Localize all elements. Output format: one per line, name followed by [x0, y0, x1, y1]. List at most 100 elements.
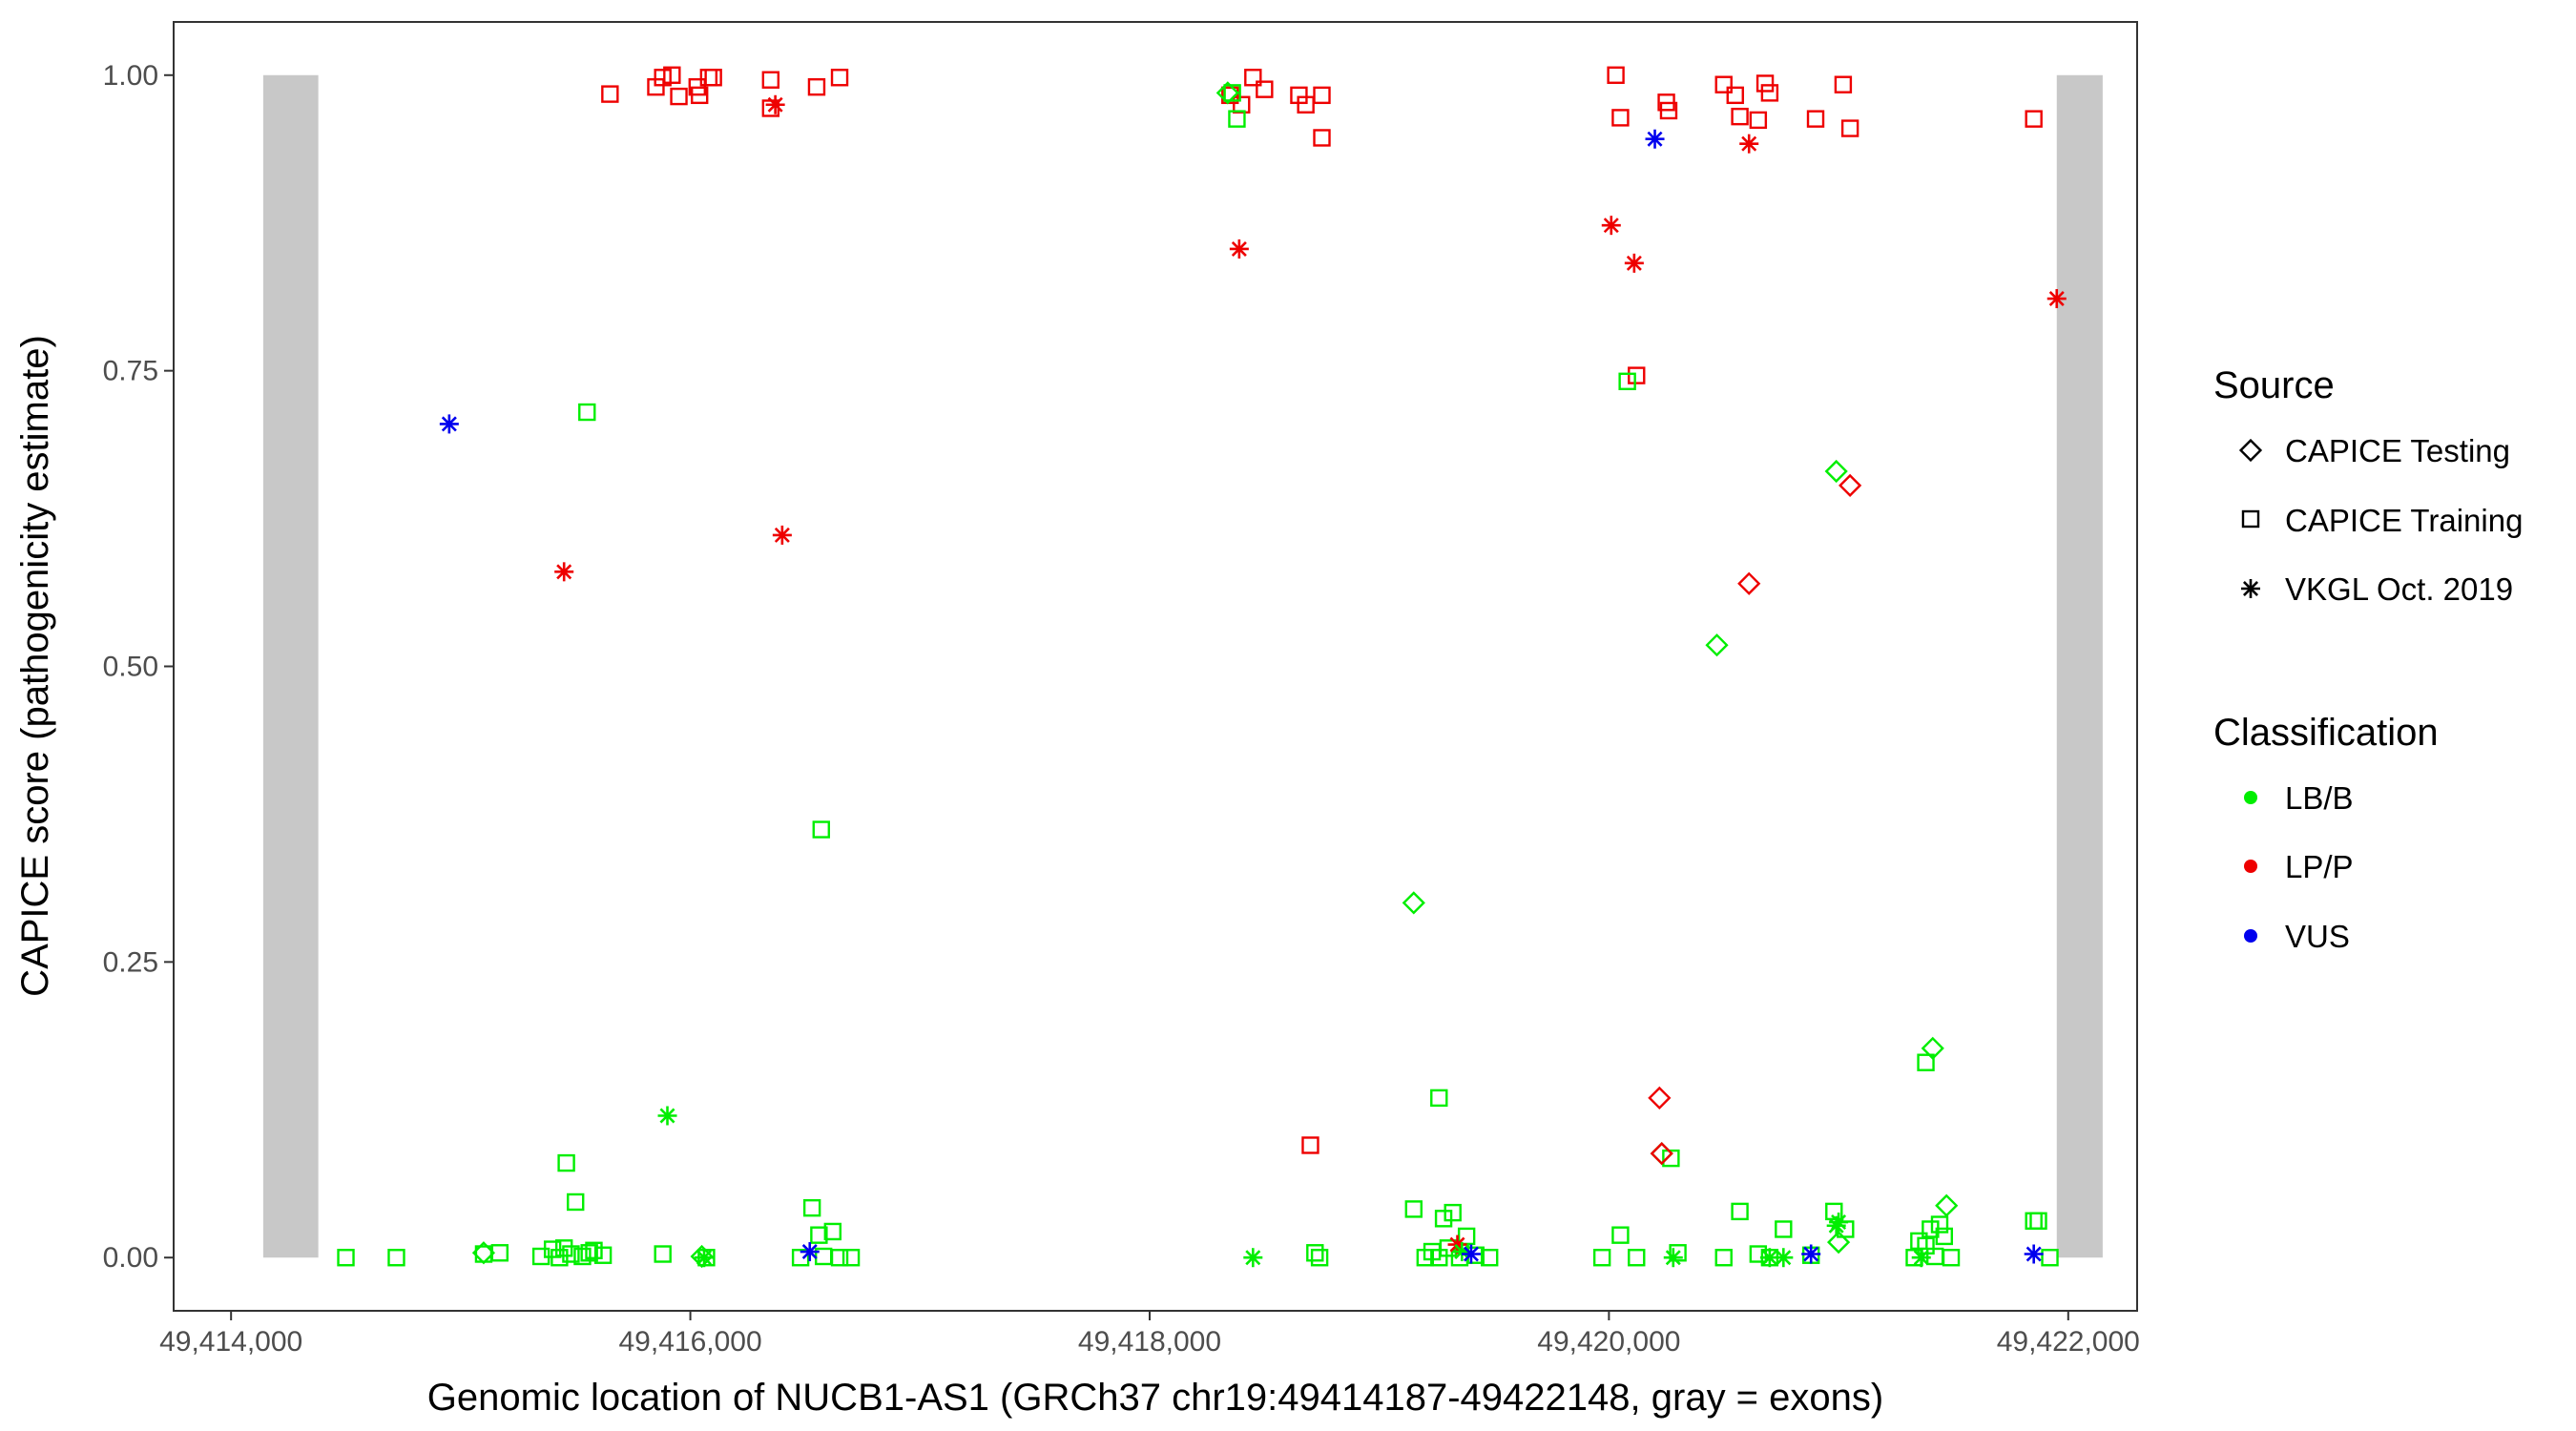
data-point-diamond-lbb-1: [471, 1241, 496, 1265]
x-axis: 49,414,000 49,416,000 49,418,000 49,420,000…: [159, 1311, 2140, 1358]
y-tick-label-1: 0.00: [103, 1242, 158, 1274]
data-point-asterisk-lbb-5: [1663, 1248, 1683, 1268]
data-point-square-lbb-15: [567, 1192, 585, 1212]
data-point-asterisk-lpp-8: [2046, 289, 2067, 309]
data-point-square-lbb-34: [1430, 1249, 1448, 1267]
data-point-square-lbb-68: [1662, 1149, 1680, 1168]
data-point-square-lbb-26: [812, 820, 830, 839]
x-tick-label-2: 49,416,000: [619, 1326, 762, 1358]
data-point-square-lpp-9: [704, 69, 722, 87]
x-tick-label-1: 49,414,000: [159, 1326, 302, 1358]
data-point-square-lpp-21: [1313, 129, 1331, 147]
data-point-square-lpp-27: [1726, 86, 1744, 105]
data-point-square-lbb-67: [1618, 372, 1636, 390]
y-tick-label-5: 1.00: [103, 60, 158, 92]
legend-key-vus: [2244, 929, 2257, 943]
data-point-asterisk-vus-2: [1645, 129, 1665, 149]
data-point-square-lbb-21: [810, 1226, 828, 1244]
data-point-square-lbb-31: [1404, 1200, 1423, 1218]
data-point-square-lpp-31: [1760, 84, 1779, 102]
data-point-diamond-lpp-1: [1839, 473, 1862, 497]
legend-source-keys: [2238, 438, 2263, 598]
data-point-square-lbb-29: [1306, 1244, 1324, 1262]
data-point-square-lpp-1: [601, 85, 619, 103]
data-point-square-lbb-23: [823, 1222, 842, 1241]
data-point-diamond-lbb-7: [1921, 1036, 1944, 1060]
y-tick-label-3: 0.50: [103, 652, 158, 683]
legend-key-asterisk: [2241, 579, 2260, 598]
data-point-asterisk-lbb-3: [1243, 1248, 1263, 1268]
data-point-diamond-lbb-3: [1215, 81, 1239, 105]
data-point-diamond-lpp-4: [1650, 1142, 1673, 1166]
legend-source-label-testing: CAPICE Testing: [2285, 433, 2510, 468]
data-point-asterisk-lpp-2: [765, 94, 785, 114]
data-point-square-lpp-16: [1244, 69, 1262, 87]
data-point-square-lbb-2: [387, 1249, 405, 1267]
data-point-square-lpp-34: [1840, 119, 1859, 137]
data-point-square-lpp-23: [1611, 109, 1630, 127]
legend-key-lpp: [2244, 860, 2257, 873]
data-point-diamond-lbb-5: [1705, 633, 1729, 657]
exon-layer: [262, 74, 2103, 1258]
data-point-square-lpp-12: [807, 77, 826, 96]
data-point-diamond-lbb-4: [1402, 891, 1425, 915]
legend-key-diamond: [2238, 438, 2263, 463]
plot-background: [174, 22, 2137, 1311]
data-point-square-lbb-42: [1430, 1089, 1448, 1108]
data-point-square-lpp-30: [1755, 74, 1775, 93]
data-point-square-lpp-4: [663, 66, 681, 84]
data-point-square-lbb-11: [580, 1244, 598, 1262]
data-point-square-lbb-30: [1310, 1249, 1329, 1267]
data-point-square-lbb-45: [1628, 1249, 1646, 1267]
data-point-square-lbb-35: [1434, 1210, 1453, 1228]
x-tick-label-3: 49,418,000: [1078, 1326, 1221, 1358]
legend-source-title: Source: [2213, 364, 2335, 406]
x-tick-label-4: 49,420,000: [1537, 1326, 1680, 1358]
legend-class-keys: [2244, 791, 2257, 943]
data-point-square-lbb-61: [1935, 1227, 1954, 1246]
data-point-square-lpp-22: [1607, 66, 1625, 84]
data-point-asterisk-lpp-3: [772, 525, 792, 545]
data-point-square-lbb-19: [791, 1249, 810, 1267]
data-point-asterisk-lpp-4: [1229, 238, 1249, 259]
data-point-asterisk-vus-3: [800, 1242, 820, 1262]
data-point-asterisk-vus-6: [2024, 1244, 2044, 1264]
data-point-square-lbb-7: [551, 1249, 569, 1267]
data-point-diamond-lbb-8: [1935, 1193, 1959, 1217]
data-point-square-lbb-9: [562, 1245, 580, 1263]
exon-bar-1: [262, 74, 319, 1258]
legend-class-label-lpp: LP/P: [2285, 849, 2354, 884]
y-tick-label-4: 0.75: [103, 356, 158, 387]
data-point-square-lpp-25: [1659, 101, 1678, 120]
data-point-square-lbb-14: [557, 1153, 575, 1172]
data-point-square-lbb-36: [1439, 1239, 1458, 1257]
data-point-square-lpp-5: [670, 87, 688, 106]
x-axis-title: Genomic location of NUCB1-AS1 (GRCh37 ch…: [427, 1377, 1883, 1419]
data-point-square-lpp-20: [1313, 86, 1331, 105]
legend-class-label-vus: VUS: [2285, 919, 2350, 954]
data-point-square-lpp-7: [691, 86, 709, 105]
data-point-square-lbb-13: [593, 1246, 613, 1264]
data-point-asterisk-lpp-7: [1739, 134, 1759, 154]
data-point-square-lbb-44: [1611, 1226, 1630, 1244]
x-tick-label-5: 49,422,000: [1997, 1326, 2140, 1358]
legend-classification-title: Classification: [2213, 712, 2439, 754]
data-point-square-lbb-60: [1930, 1215, 1949, 1234]
data-point-square-lbb-65: [2029, 1212, 2047, 1231]
data-point-square-lpp-32: [1806, 110, 1825, 128]
data-point-square-lpp-17: [1256, 80, 1274, 98]
data-point-square-lpp-13: [830, 69, 849, 87]
y-axis: 0.00 0.25 0.50 0.75 1.00: [103, 60, 174, 1274]
data-point-asterisk-lpp-1: [554, 562, 574, 582]
data-point-square-lbb-17: [654, 1245, 672, 1263]
data-point-square-lbb-24: [830, 1249, 849, 1267]
y-axis-title: CAPICE score (pathogenicity estimate): [14, 335, 56, 997]
legend-key-lbb: [2244, 791, 2257, 804]
data-point-diamond-lpp-3: [1648, 1086, 1672, 1110]
legend: Source CAPICE Testing CAPICE Training VK…: [2213, 364, 2523, 954]
data-point-asterisk-lbb-2: [695, 1248, 715, 1268]
data-point-diamond-lbb-9: [1826, 1231, 1851, 1255]
points-layer: [337, 66, 2067, 1269]
data-point-asterisk-lbb-10: [1911, 1248, 1931, 1268]
data-point-square-lbb-28: [1228, 110, 1246, 128]
